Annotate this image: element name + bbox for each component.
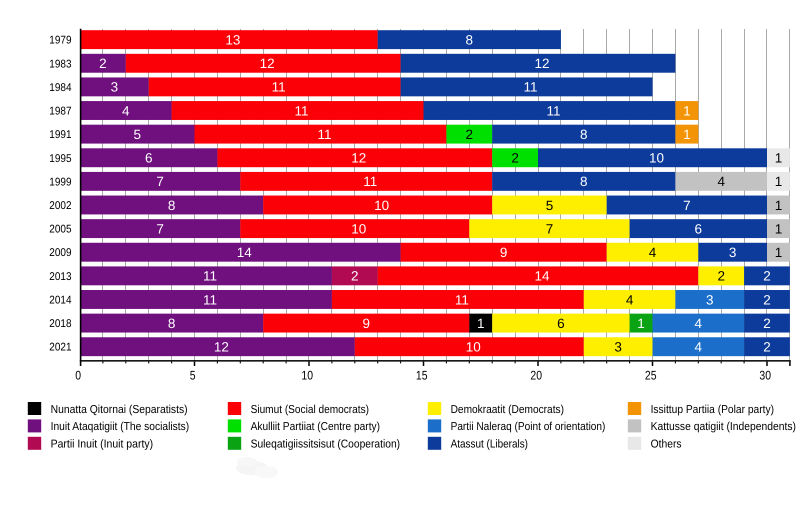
svg-text:1: 1 (775, 245, 783, 260)
svg-text:4: 4 (626, 292, 634, 307)
svg-text:1: 1 (775, 198, 783, 213)
svg-text:8: 8 (580, 127, 588, 142)
svg-text:Nunatta Qitornai (Separatists): Nunatta Qitornai (Separatists) (51, 404, 188, 416)
svg-text:1983: 1983 (49, 58, 71, 70)
svg-text:20: 20 (530, 369, 542, 383)
svg-text:Atassut (Liberals): Atassut (Liberals) (451, 439, 529, 451)
svg-text:8: 8 (168, 198, 176, 213)
svg-text:11: 11 (203, 292, 217, 307)
svg-text:2021: 2021 (49, 342, 71, 354)
svg-text:2: 2 (763, 292, 771, 307)
svg-text:1: 1 (775, 174, 783, 189)
svg-text:2018: 2018 (49, 318, 71, 330)
svg-text:6: 6 (557, 316, 565, 331)
svg-text:7: 7 (156, 174, 164, 189)
svg-text:2: 2 (351, 269, 359, 284)
svg-text:13: 13 (225, 32, 240, 47)
svg-text:Akulliit Partiiat (Centre part: Akulliit Partiiat (Centre party) (251, 421, 381, 433)
svg-text:12: 12 (214, 340, 229, 355)
svg-text:10: 10 (649, 151, 664, 166)
svg-text:Suleqatigiissitsisut (Cooperat: Suleqatigiissitsisut (Cooperation) (251, 439, 401, 451)
svg-text:0: 0 (75, 369, 81, 383)
svg-text:25: 25 (645, 369, 657, 383)
svg-text:12: 12 (534, 56, 549, 71)
svg-text:3: 3 (111, 80, 119, 95)
svg-text:3: 3 (706, 292, 714, 307)
svg-text:Siumut (Social democrats): Siumut (Social democrats) (251, 404, 370, 416)
svg-text:11: 11 (272, 80, 286, 95)
svg-text:11: 11 (363, 174, 377, 189)
svg-text:7: 7 (546, 221, 554, 236)
svg-text:Partii Inuit (Inuit party): Partii Inuit (Inuit party) (51, 439, 154, 451)
svg-text:5: 5 (133, 127, 141, 142)
svg-text:9: 9 (362, 316, 370, 331)
svg-text:4: 4 (695, 340, 703, 355)
svg-text:8: 8 (168, 316, 176, 331)
svg-text:10: 10 (466, 340, 481, 355)
svg-text:1995: 1995 (49, 153, 71, 165)
svg-text:11: 11 (546, 103, 560, 118)
svg-text:1999: 1999 (49, 176, 71, 188)
svg-text:8: 8 (580, 174, 588, 189)
svg-text:30: 30 (759, 369, 771, 383)
svg-text:2009: 2009 (49, 247, 71, 259)
svg-text:3: 3 (729, 245, 737, 260)
svg-text:2: 2 (763, 316, 771, 331)
svg-text:4: 4 (695, 316, 703, 331)
svg-text:9: 9 (500, 245, 508, 260)
svg-text:Inuit Ataqatigiit (The sociali: Inuit Ataqatigiit (The socialists) (51, 421, 190, 433)
svg-text:11: 11 (455, 292, 469, 307)
svg-text:2: 2 (763, 340, 771, 355)
svg-text:15: 15 (416, 369, 428, 383)
svg-text:3: 3 (614, 340, 622, 355)
svg-text:6: 6 (695, 221, 703, 236)
svg-text:11: 11 (317, 127, 331, 142)
svg-text:1984: 1984 (49, 82, 71, 94)
svg-text:2: 2 (717, 269, 725, 284)
svg-text:5: 5 (546, 198, 554, 213)
svg-text:1: 1 (683, 103, 691, 118)
svg-text:2: 2 (99, 56, 107, 71)
svg-text:2014: 2014 (49, 294, 71, 306)
svg-text:2002: 2002 (49, 200, 71, 212)
svg-text:12: 12 (351, 151, 366, 166)
svg-text:2: 2 (511, 151, 519, 166)
svg-text:1: 1 (775, 221, 783, 236)
svg-text:4: 4 (649, 245, 657, 260)
svg-text:5: 5 (190, 369, 196, 383)
svg-text:1: 1 (637, 316, 645, 331)
svg-text:Issittup Partiia (Polar party): Issittup Partiia (Polar party) (651, 404, 775, 416)
svg-text:2: 2 (466, 127, 474, 142)
svg-text:10: 10 (301, 369, 313, 383)
svg-text:2: 2 (763, 269, 771, 284)
svg-text:2005: 2005 (49, 224, 71, 236)
svg-text:14: 14 (534, 269, 550, 284)
svg-text:2013: 2013 (49, 271, 71, 283)
svg-text:11: 11 (524, 80, 538, 95)
svg-text:1: 1 (775, 151, 783, 166)
svg-text:4: 4 (717, 174, 725, 189)
svg-text:Others: Others (651, 439, 682, 451)
svg-text:11: 11 (295, 103, 309, 118)
svg-text:1979: 1979 (49, 35, 71, 47)
svg-text:1987: 1987 (49, 106, 71, 118)
svg-text:10: 10 (351, 221, 366, 236)
svg-text:1991: 1991 (49, 129, 71, 141)
svg-text:7: 7 (683, 198, 691, 213)
svg-text:1: 1 (477, 316, 485, 331)
svg-text:14: 14 (237, 245, 253, 260)
svg-text:7: 7 (156, 221, 164, 236)
svg-text:8: 8 (466, 32, 474, 47)
svg-text:6: 6 (145, 151, 153, 166)
svg-text:10: 10 (374, 198, 389, 213)
svg-text:1: 1 (683, 127, 691, 142)
svg-text:11: 11 (203, 269, 217, 284)
svg-text:Partii Naleraq (Point of orien: Partii Naleraq (Point of orientation) (451, 421, 606, 433)
svg-text:4: 4 (122, 103, 130, 118)
svg-text:12: 12 (260, 56, 275, 71)
svg-text:Kattusse qatigiit (Independent: Kattusse qatigiit (Independents) (651, 421, 797, 433)
svg-text:Demokraatit (Democrats): Demokraatit (Democrats) (451, 404, 565, 416)
